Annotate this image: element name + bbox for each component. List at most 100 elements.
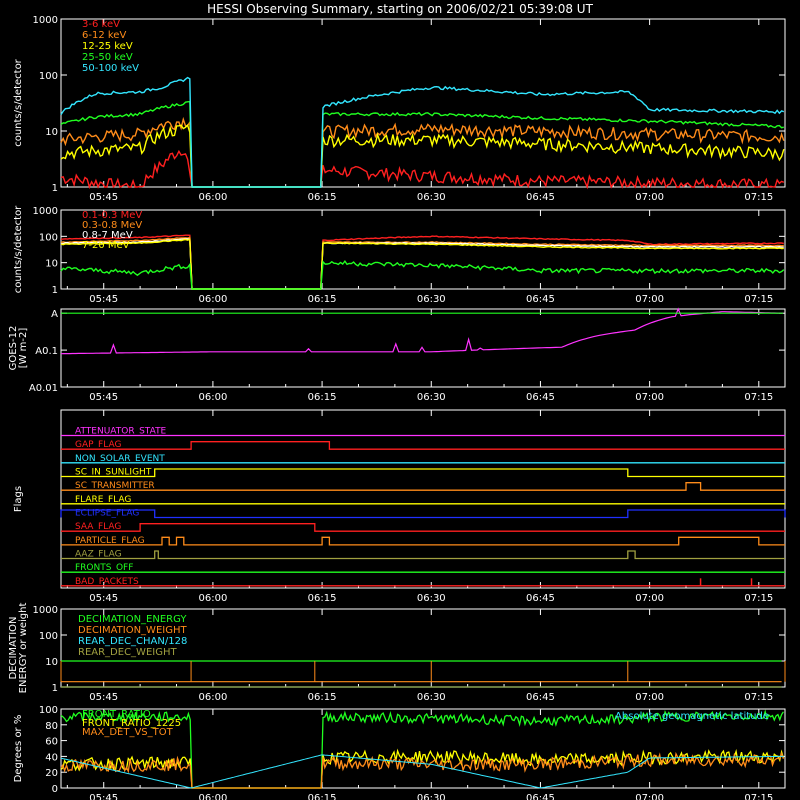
time-tick-label: 06:45 <box>526 392 555 403</box>
flag-label: ECLIPSE_FLAG <box>75 509 139 519</box>
y-tick-label: 1 <box>52 183 58 194</box>
legend-entry: 3-6 keV <box>82 19 120 30</box>
legend-entry: FRONT_RATIO <box>82 709 151 720</box>
time-tick-label: 06:15 <box>308 593 337 604</box>
time-tick-label: 06:00 <box>198 793 227 800</box>
legend-entry: 0.8-7 MeV <box>82 230 133 241</box>
time-tick-label: 06:30 <box>417 192 446 203</box>
legend-entry: FRONT_RATIO_1225 <box>82 718 181 729</box>
legend-entry: REAR_DEC_WEIGHT <box>78 647 177 658</box>
goes-frame <box>60 308 786 388</box>
time-tick-label: 07:00 <box>635 294 664 305</box>
legend-entry: MAX_DET_VS_TOT <box>82 727 174 738</box>
y-axis-label: ENERGY or weight <box>18 603 29 694</box>
time-tick-label: 06:00 <box>198 192 227 203</box>
time-tick-label: 06:30 <box>417 793 446 800</box>
time-tick-label: 06:15 <box>308 793 337 800</box>
y-tick-label: 40 <box>45 752 58 763</box>
time-tick-label: 06:00 <box>198 392 227 403</box>
y-tick-label: 80 <box>45 721 58 732</box>
lightcurves_high-panel: 05:45 06:00 06:15 06:30 06:45 07:00 07:15 1 10 10… <box>13 205 786 305</box>
series-7-20-mev <box>60 238 784 290</box>
series-front-ratio <box>60 709 784 789</box>
time-tick-label: 07:00 <box>635 392 664 403</box>
y-tick-label: 60 <box>45 737 58 748</box>
legend-entry: 0.3-0.8 MeV <box>82 220 142 231</box>
time-tick-label: 07:00 <box>635 593 664 604</box>
y-tick-label: A <box>51 309 58 320</box>
flag-label: FLARE_FLAG <box>75 495 131 505</box>
time-tick-label: 07:15 <box>744 793 773 800</box>
flag-label: BAD_PACKETS <box>75 577 139 587</box>
flag-line-aaz-flag <box>61 550 785 560</box>
time-tick-label: 06:30 <box>417 692 446 703</box>
flags-panel: 05:45 06:00 06:15 06:30 06:45 07:00 07:15 Flags… <box>13 409 786 604</box>
goes-panel: 05:45 06:00 06:15 06:30 06:45 07:00 07:15 A0.01… <box>8 307 786 403</box>
y-axis-label: DECIMATION <box>8 616 19 679</box>
y-tick-label: 1 <box>52 285 58 296</box>
series-50-100-kev <box>60 76 785 188</box>
y-axis-label: Flags <box>13 486 24 512</box>
y-tick-label: 1000 <box>33 15 58 26</box>
time-tick-label: 07:15 <box>744 692 773 703</box>
legend-entry: DECIMATION_WEIGHT <box>78 625 187 636</box>
legend-entry: 25-50 keV <box>82 52 133 63</box>
series-absolute-geomagnetic-latitude <box>60 754 784 789</box>
time-tick-label: 06:30 <box>417 392 446 403</box>
time-tick-label: 06:15 <box>308 692 337 703</box>
lightcurves_low-panel: 05:45 06:00 06:15 06:30 06:45 07:00 07:15 1 10 10… <box>13 15 786 203</box>
time-tick-label: 06:45 <box>526 692 555 703</box>
time-tick-label: 05:45 <box>89 793 118 800</box>
y-tick-label: 10 <box>45 127 58 138</box>
series-3-6-kev <box>60 149 785 190</box>
y-tick-label: 100 <box>39 71 58 82</box>
flag-label: PARTICLE_FLAG <box>75 536 145 546</box>
y-tick-label: A0.1 <box>35 346 58 357</box>
time-tick-label: 06:00 <box>198 294 227 305</box>
time-tick-label: 05:45 <box>89 192 118 203</box>
legend-entry: 6-12 keV <box>82 30 126 41</box>
series-max-det-vs-tot <box>60 751 785 789</box>
y-axis-label: Degrees or % <box>13 715 24 783</box>
time-tick-label: 07:15 <box>744 192 773 203</box>
time-tick-label: 05:45 <box>89 593 118 604</box>
series-background <box>60 260 785 290</box>
series-25-50-kev <box>60 100 784 188</box>
y-tick-label: 1 <box>52 683 58 694</box>
flag-line-sc-transmitter <box>61 482 785 491</box>
decimation-panel: 05:45 06:00 06:15 06:30 06:45 07:00 07:15 1 10 10… <box>8 603 786 703</box>
y-tick-label: 10 <box>45 259 58 270</box>
y-tick-label: 100 <box>39 232 58 243</box>
y-axis-label: counts/s/detector <box>13 205 24 293</box>
flag-label: SC_IN_SUNLIGHT <box>75 468 152 478</box>
flags-frame <box>60 409 786 589</box>
time-tick-label: 06:00 <box>198 593 227 604</box>
time-tick-label: 05:45 <box>89 392 118 403</box>
flag-label: ATTENUATOR_STATE <box>75 427 167 437</box>
time-tick-label: 07:00 <box>635 692 664 703</box>
flag-label: NON_SOLAR_EVENT <box>75 454 165 464</box>
ratios-panel: 05:45 06:00 06:15 06:30 06:45 07:00 07:15 0 20 40… <box>13 705 786 800</box>
y-tick-label: A0.01 <box>29 383 58 394</box>
time-tick-label: 06:45 <box>526 793 555 800</box>
y-axis-label: [W m-2] <box>18 328 29 369</box>
flag-line-gap-flag <box>61 441 785 450</box>
time-tick-label: 06:45 <box>526 593 555 604</box>
flag-line-particle-flag <box>61 536 785 546</box>
legend-entry: 0.1-0.3 MeV <box>82 210 142 221</box>
time-tick-label: 06:00 <box>198 692 227 703</box>
flag-label: AAZ_FLAG <box>75 550 122 560</box>
y-tick-label: 1000 <box>33 605 58 616</box>
flag-line-saa-flag <box>61 523 785 532</box>
flag-line-sc-in-sunlight <box>61 468 785 478</box>
legend-entry: 7-20 MeV <box>82 240 130 251</box>
flag-label: GAP_FLAG <box>75 440 121 450</box>
lightcurves_high-frame <box>60 209 786 290</box>
time-tick-label: 07:15 <box>744 294 773 305</box>
y-axis-label: counts/s/detector <box>13 58 24 146</box>
legend-entry: REAR_DEC_CHAN/128 <box>78 636 187 647</box>
time-tick-label: 07:15 <box>744 593 773 604</box>
time-tick-label: 06:30 <box>417 593 446 604</box>
